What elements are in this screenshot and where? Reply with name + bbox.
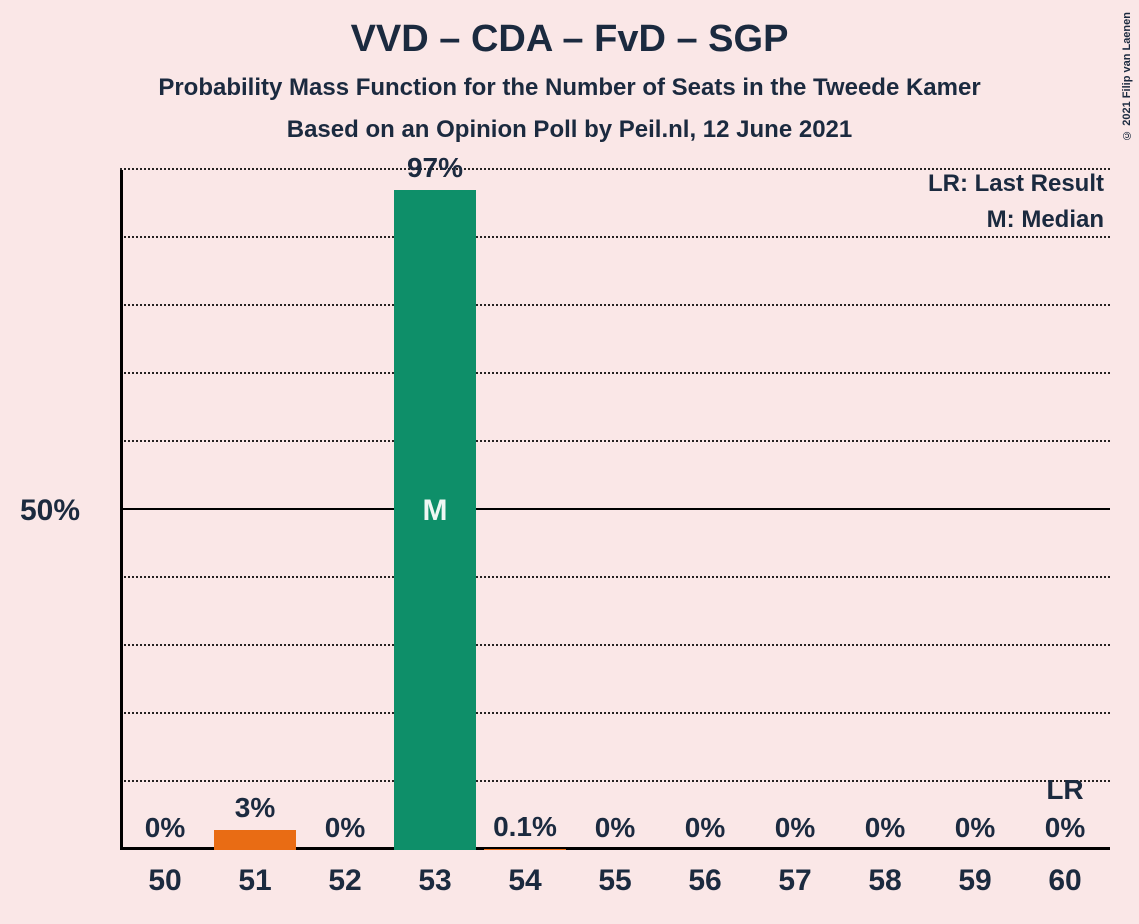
x-tick-label: 54	[480, 864, 570, 898]
gridline-minor	[120, 304, 1110, 306]
bar	[214, 830, 297, 850]
bar-value-label: 0%	[750, 812, 840, 844]
bar-value-label: 0%	[120, 812, 210, 844]
bar-value-label: 0%	[300, 812, 390, 844]
x-tick-label: 52	[300, 864, 390, 898]
legend-median: M: Median	[987, 206, 1104, 234]
x-tick-label: 60	[1020, 864, 1110, 898]
median-marker: M	[394, 494, 477, 528]
gridline-minor	[120, 644, 1110, 646]
bar-value-label: 0%	[570, 812, 660, 844]
gridline-major	[120, 508, 1110, 510]
gridline-minor	[120, 236, 1110, 238]
bar-value-label: 97%	[390, 152, 480, 184]
bar	[484, 849, 567, 850]
gridline-minor	[120, 780, 1110, 782]
bar-value-label: 0.1%	[480, 811, 570, 843]
plot-area: 50%0%503%510%5297%53M0.1%540%550%560%570…	[120, 170, 1110, 850]
gridline-minor	[120, 576, 1110, 578]
y-axis	[120, 170, 123, 850]
x-tick-label: 56	[660, 864, 750, 898]
y-axis-label-50: 50%	[0, 494, 80, 528]
chart-subtitle-2: Based on an Opinion Poll by Peil.nl, 12 …	[0, 116, 1139, 144]
bar-value-label: 0%	[840, 812, 930, 844]
gridline-minor	[120, 440, 1110, 442]
x-tick-label: 57	[750, 864, 840, 898]
x-tick-label: 58	[840, 864, 930, 898]
gridline-minor	[120, 372, 1110, 374]
chart-subtitle-1: Probability Mass Function for the Number…	[0, 74, 1139, 102]
x-tick-label: 51	[210, 864, 300, 898]
gridline-minor	[120, 712, 1110, 714]
last-result-marker: LR	[1020, 774, 1110, 806]
bar-value-label: 0%	[660, 812, 750, 844]
bar-value-label: 0%	[930, 812, 1020, 844]
copyright-text: © 2021 Filip van Laenen	[1121, 12, 1133, 141]
x-tick-label: 53	[390, 864, 480, 898]
x-tick-label: 59	[930, 864, 1020, 898]
legend-last-result: LR: Last Result	[928, 170, 1104, 198]
bar-value-label: 0%	[1020, 812, 1110, 844]
chart-title: VVD – CDA – FvD – SGP	[0, 18, 1139, 61]
bar-value-label: 3%	[210, 792, 300, 824]
x-tick-label: 55	[570, 864, 660, 898]
x-tick-label: 50	[120, 864, 210, 898]
